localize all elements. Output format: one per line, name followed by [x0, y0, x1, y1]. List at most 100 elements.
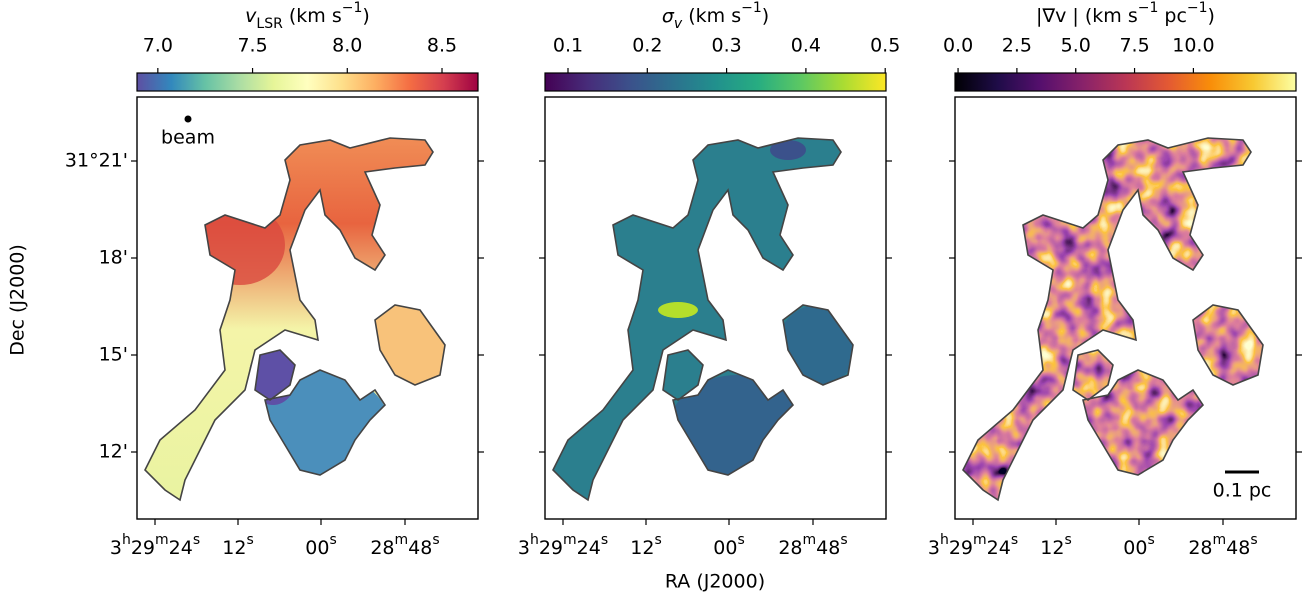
text-segment: s	[329, 532, 336, 548]
y-tick-label: 18'	[99, 247, 128, 269]
text-segment: s	[840, 532, 847, 548]
axes-frame	[544, 96, 887, 520]
text-segment: v	[245, 5, 257, 27]
beam-marker	[184, 115, 192, 123]
x-axis-label: RA (J2000)	[665, 571, 765, 593]
x-tick-label: 00s	[305, 532, 336, 559]
colorbar-title: σv (km s−1)	[662, 0, 769, 32]
colorbar-tick-label: 7.0	[143, 35, 173, 57]
map-image	[955, 97, 1296, 519]
text-segment: −1	[1138, 0, 1159, 16]
map-image	[545, 97, 886, 519]
text-segment: 24	[577, 537, 601, 559]
colorbar-tick-label: 0.5	[870, 35, 900, 57]
text-segment: s	[737, 532, 744, 548]
colorbar-title: vLSR (km s−1)	[245, 0, 370, 32]
text-segment: s	[193, 532, 200, 548]
text-segment: pc	[1158, 5, 1187, 27]
text-segment: 29	[949, 537, 973, 559]
annotation: beam	[161, 127, 215, 149]
text-segment: |∇v | (km s	[1036, 5, 1138, 27]
text-segment: 00	[713, 537, 737, 559]
y-tick-label: 31°21'	[65, 150, 128, 172]
text-segment: 12	[1040, 537, 1064, 559]
colorbar-tick-label: 0.2	[632, 35, 662, 57]
text-segment: m	[395, 532, 409, 548]
text-segment: 24	[987, 537, 1011, 559]
x-tick-label: 12s	[222, 532, 253, 559]
x-tick-label: 12s	[630, 532, 661, 559]
text-segment: s	[1147, 532, 1154, 548]
text-segment: s	[1064, 532, 1071, 548]
x-tick-label: 3h29m24s	[518, 532, 608, 559]
text-segment: 28	[370, 537, 394, 559]
colorbar-tick-label: 2.5	[1002, 35, 1032, 57]
text-segment: 3	[518, 537, 530, 559]
text-segment: )	[762, 5, 769, 27]
text-segment: h	[940, 532, 949, 548]
colorbar	[136, 72, 479, 92]
x-tick-label: 00s	[1123, 532, 1154, 559]
axes-frame	[954, 96, 1297, 520]
x-tick-label: 00s	[713, 532, 744, 559]
text-segment: 3	[928, 537, 940, 559]
text-segment: −1	[342, 0, 363, 16]
text-segment: 3	[110, 537, 122, 559]
text-segment: 29	[131, 537, 155, 559]
colorbar-tick-label: 0.3	[711, 35, 741, 57]
text-segment: m	[155, 532, 169, 548]
x-tick-label: 28m48s	[370, 532, 439, 559]
y-tick-label: 15'	[99, 344, 128, 366]
text-segment: 12	[630, 537, 654, 559]
text-segment: s	[1011, 532, 1018, 548]
colorbar	[954, 72, 1297, 92]
text-segment: (km s	[682, 5, 741, 27]
colorbar-tick-label: 8.5	[427, 35, 457, 57]
text-segment: 12	[222, 537, 246, 559]
colorbar-tick-label: 0.1	[553, 35, 583, 57]
text-segment: m	[563, 532, 577, 548]
colorbar-tick-label: 0.0	[943, 35, 973, 57]
text-segment: s	[246, 532, 253, 548]
x-tick-label: 3h29m24s	[928, 532, 1018, 559]
colorbar	[544, 72, 887, 92]
text-segment: m	[803, 532, 817, 548]
y-tick-label: 12'	[99, 441, 128, 463]
text-segment: )	[362, 5, 369, 27]
x-tick-label: 28m48s	[778, 532, 847, 559]
text-segment: 00	[305, 537, 329, 559]
annotation: 0.1 pc	[1213, 480, 1272, 502]
text-segment: LSR	[256, 16, 283, 32]
axes-frame	[136, 96, 479, 520]
x-tick-label: 28m48s	[1188, 532, 1257, 559]
x-tick-label: 3h29m24s	[110, 532, 200, 559]
map-image	[145, 138, 445, 500]
text-segment: 28	[778, 537, 802, 559]
colorbar-tick-label: 8.0	[332, 35, 362, 57]
colorbar-title: |∇v | (km s−1 pc−1)	[1036, 0, 1215, 27]
text-segment: −1	[741, 0, 762, 16]
text-segment: σ	[662, 5, 675, 27]
text-segment: 48	[408, 537, 432, 559]
text-segment: h	[530, 532, 539, 548]
colorbar-tick-label: 10.0	[1172, 35, 1214, 57]
text-segment: )	[1208, 5, 1215, 27]
text-segment: 24	[169, 537, 193, 559]
colorbar-tick-label: 5.0	[1061, 35, 1091, 57]
text-segment: 48	[1226, 537, 1250, 559]
text-segment: s	[601, 532, 608, 548]
text-segment: 48	[816, 537, 840, 559]
text-segment: m	[1213, 532, 1227, 548]
text-segment: s	[432, 532, 439, 548]
text-segment: s	[654, 532, 661, 548]
text-segment: h	[122, 532, 131, 548]
text-segment: 00	[1123, 537, 1147, 559]
text-segment: v	[674, 16, 683, 32]
colorbar-tick-label: 7.5	[1119, 35, 1149, 57]
x-tick-label: 12s	[1040, 532, 1071, 559]
text-segment: 29	[539, 537, 563, 559]
text-segment: (km s	[283, 5, 342, 27]
y-axis-label: Dec (J2000)	[7, 244, 29, 356]
text-segment: 28	[1188, 537, 1212, 559]
